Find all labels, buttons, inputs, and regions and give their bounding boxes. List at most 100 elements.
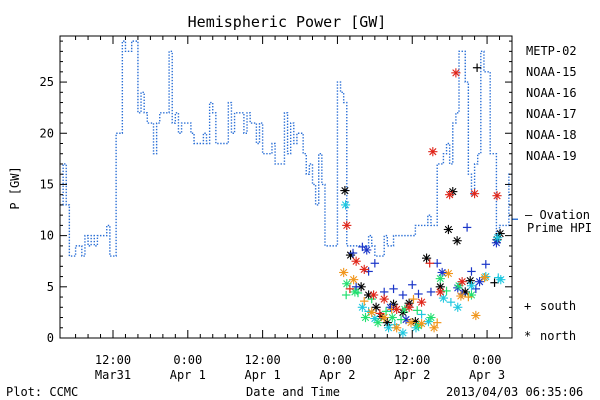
data-point-north	[400, 304, 410, 314]
data-point-south	[426, 287, 436, 297]
x-tick-label-time: 0:00	[173, 353, 202, 367]
data-point-north	[351, 256, 361, 266]
data-point-south	[494, 273, 503, 282]
data-point-north	[493, 233, 503, 243]
data-point-north	[445, 190, 455, 200]
data-point-south	[398, 290, 408, 300]
data-point-north	[392, 323, 402, 333]
symbol-key-glyph: +	[524, 299, 531, 313]
data-point-south	[348, 248, 358, 258]
legend-item-noaa-19: NOAA-19	[526, 149, 577, 163]
x-tick-label-date: Apr 2	[319, 368, 355, 382]
data-point-south	[414, 289, 423, 299]
symbol-key-label: south	[540, 299, 576, 313]
ovation-legend: – Ovation Prime HPI	[525, 208, 592, 235]
data-point-north	[435, 287, 445, 297]
data-point-south	[409, 294, 418, 304]
x-tick-label-date: Mar31	[95, 368, 131, 382]
y-tick-label: 5	[47, 280, 54, 294]
data-point-north	[357, 302, 367, 312]
data-point-south	[389, 284, 398, 294]
legend-item-noaa-15: NOAA-15	[526, 65, 577, 79]
y-tick-label: 10	[40, 229, 54, 243]
data-point-north	[340, 185, 350, 196]
legend-item-metp-02: METP-02	[526, 44, 577, 58]
data-point-south	[381, 307, 391, 316]
data-point-north	[479, 273, 490, 283]
data-point-south	[417, 310, 426, 319]
data-point-north	[456, 291, 466, 301]
data-point-south	[432, 318, 442, 327]
symbol-key-label: north	[540, 329, 576, 343]
data-point-south	[351, 282, 361, 292]
chart-title: Hemispheric Power [GW]	[188, 13, 387, 31]
data-point-south	[464, 292, 473, 302]
data-point-north	[383, 323, 394, 333]
data-point-south	[375, 309, 385, 318]
data-point-north	[452, 236, 462, 246]
data-point-north	[342, 279, 352, 289]
x-tick-label-time: 12:00	[95, 353, 131, 367]
data-point-north	[359, 264, 369, 275]
data-point-north	[373, 318, 383, 328]
y-tick-label: 25	[40, 75, 54, 89]
data-point-north	[435, 274, 445, 284]
symbol-key-south: + south	[524, 299, 576, 313]
data-point-north	[471, 310, 481, 321]
data-point-north	[453, 302, 463, 312]
series-metp-02	[340, 63, 505, 328]
series-noaa-18	[339, 267, 490, 333]
data-point-north	[443, 224, 454, 235]
x-tick-label-date: Apr 1	[170, 368, 206, 382]
data-point-north	[451, 68, 461, 78]
data-point-south	[360, 296, 369, 306]
data-point-north	[417, 297, 427, 307]
data-point-north	[469, 189, 480, 199]
data-point-south	[472, 63, 482, 72]
symbol-key-north: * north	[524, 329, 576, 343]
data-point-south	[442, 286, 451, 296]
data-point-north	[385, 302, 396, 312]
data-point-north	[474, 277, 485, 287]
data-point-south	[353, 288, 363, 298]
data-point-north	[398, 328, 408, 338]
data-point-north	[387, 312, 397, 323]
y-tick-label: 0	[47, 331, 54, 345]
symbol-key-glyph: *	[524, 329, 531, 343]
data-point-south	[425, 259, 434, 268]
x-tick-label-date: Apr 2	[394, 368, 430, 382]
data-point-north	[392, 304, 402, 314]
data-point-north	[340, 200, 351, 210]
y-tick-label: 15	[40, 177, 54, 191]
data-point-north	[496, 275, 506, 285]
x-tick-label-date: Apr 3	[469, 368, 505, 382]
x-tick-label-time: 12:00	[394, 353, 430, 367]
x-tick-label-date: Apr 1	[245, 368, 281, 382]
ovation-legend-line1: – Ovation	[525, 208, 590, 222]
y-axis-label: P [GW]	[8, 166, 22, 209]
data-point-south	[446, 297, 456, 307]
data-point-south	[490, 278, 499, 287]
data-point-south	[370, 259, 380, 268]
y-axis: 0 5 10 15 20 25	[40, 40, 512, 345]
data-point-north	[492, 191, 502, 201]
data-point-south	[396, 315, 406, 324]
data-point-north	[360, 312, 371, 323]
data-point-north	[349, 275, 359, 285]
data-point-north	[466, 281, 477, 291]
plot-frame	[59, 35, 513, 339]
plot-credit: Plot: CCMC	[6, 385, 78, 399]
data-point-south	[467, 267, 476, 276]
data-point-north	[404, 302, 414, 312]
x-tick-label-time: 0:00	[323, 353, 352, 367]
symbol-key: + south * north	[524, 299, 576, 343]
data-point-north	[356, 282, 366, 292]
data-point-south	[432, 259, 442, 268]
x-axis-label: Date and Time	[246, 385, 340, 399]
data-point-north	[342, 220, 352, 230]
data-point-north	[429, 323, 439, 333]
data-point-north	[406, 318, 416, 328]
data-point-north	[421, 253, 432, 263]
legend-item-noaa-17: NOAA-17	[526, 107, 577, 121]
